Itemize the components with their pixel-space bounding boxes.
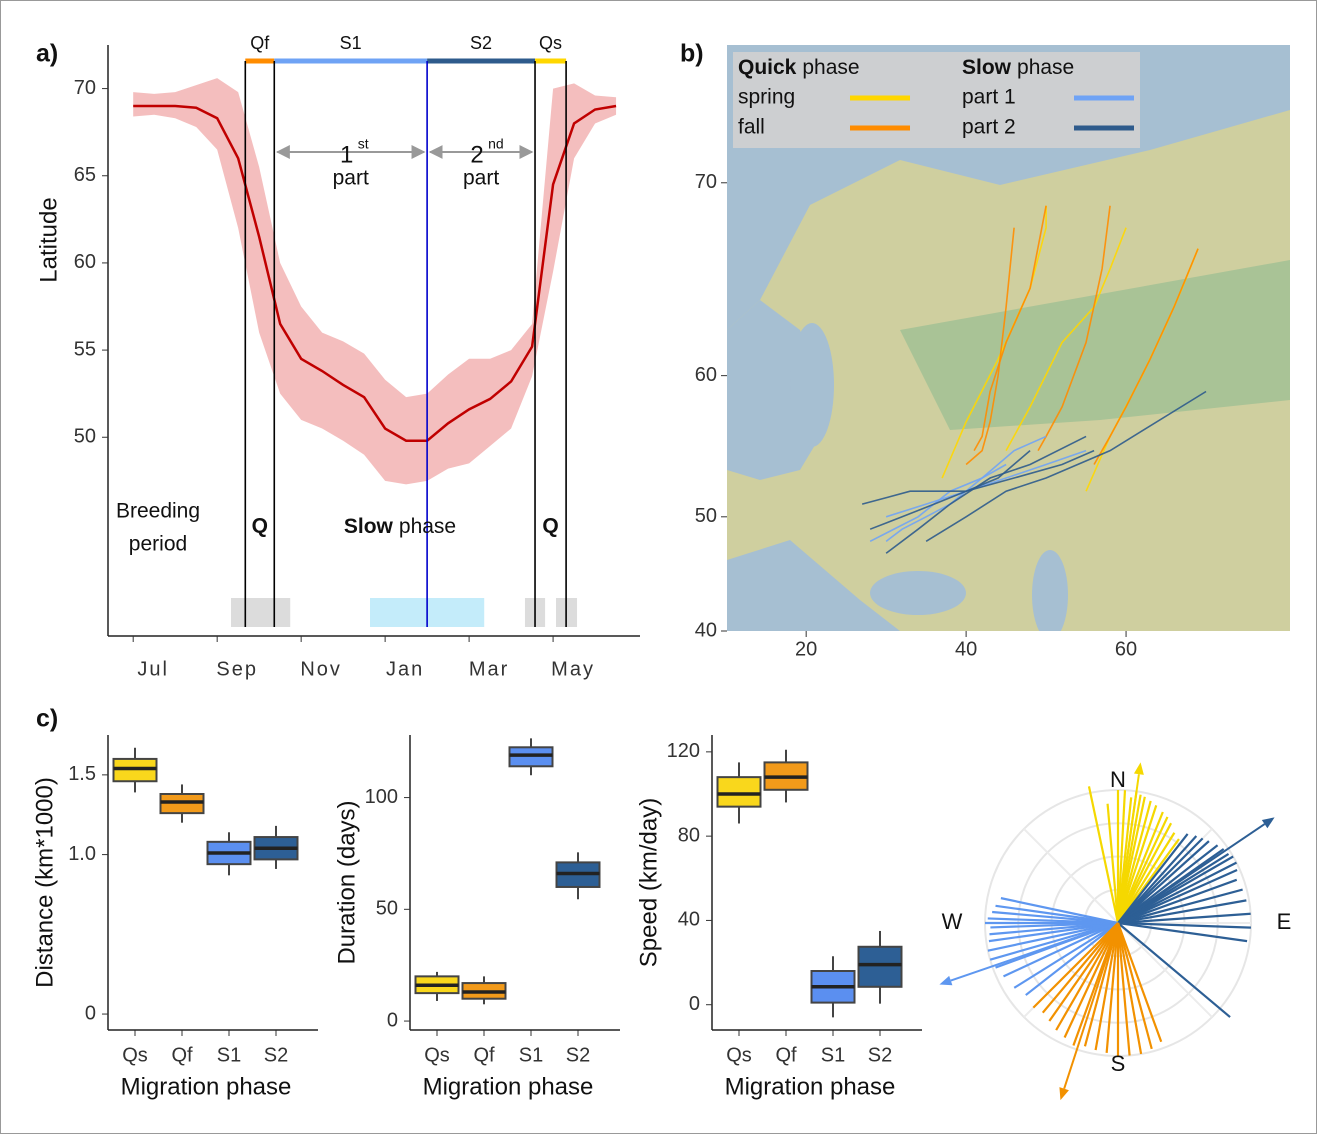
- y-tick-label: 80: [678, 824, 700, 846]
- y-tick-label: 50: [695, 505, 717, 527]
- x-tick-label: S2: [566, 1044, 590, 1066]
- quick-label: Q: [542, 515, 558, 538]
- y-tick-label: 70: [695, 171, 717, 193]
- y-axis-title: Latitude: [35, 197, 62, 282]
- part-number: 1: [340, 141, 353, 168]
- x-tick-label: Qs: [726, 1044, 752, 1066]
- x-tick-label: S1: [217, 1044, 241, 1066]
- sea: [1032, 550, 1068, 640]
- page: QfS1S2Qs1stpart2ndpartBreedingperiodQQSl…: [0, 0, 1317, 1134]
- x-tick-label: Qf: [775, 1044, 797, 1066]
- y-tick-label: 0: [387, 1009, 398, 1031]
- y-tick-label: 120: [667, 740, 700, 762]
- x-tick-label: Qs: [424, 1044, 450, 1066]
- y-tick-label: 0: [85, 1002, 96, 1024]
- panel-label: c): [36, 705, 58, 733]
- x-tick-label: Qs: [122, 1044, 148, 1066]
- x-tick-label: Jan: [386, 658, 424, 680]
- slow-label: Slowphase: [344, 515, 456, 538]
- panel-label: b): [680, 40, 704, 68]
- direction-ray: [1108, 804, 1118, 923]
- slow-bold: Slow: [344, 515, 394, 538]
- legend-title-bold: Quick: [738, 56, 797, 79]
- direction-ray: [1049, 923, 1118, 1021]
- x-tick-label: 40: [955, 638, 977, 660]
- x-tick-label: S1: [821, 1044, 845, 1066]
- slow-rest: phase: [399, 515, 456, 538]
- x-tick-label: Mar: [469, 658, 509, 680]
- part-number: 2: [470, 141, 483, 168]
- y-axis-title: Distance (km*1000): [31, 777, 58, 988]
- compass-label: N: [1110, 767, 1126, 792]
- breeding-label: Breeding: [116, 500, 200, 523]
- x-tick-label: S2: [264, 1044, 288, 1066]
- x-axis-title: Migration phase: [725, 1073, 896, 1100]
- phase-label: S1: [340, 33, 362, 53]
- compass-label: S: [1111, 1051, 1126, 1076]
- box: [859, 947, 902, 987]
- legend-label: spring: [738, 86, 795, 109]
- y-axis-title: Duration (days): [333, 800, 360, 964]
- legend-title-rest: phase: [1017, 56, 1074, 79]
- x-axis-title: Migration phase: [423, 1073, 594, 1100]
- y-tick-label: 40: [695, 619, 717, 641]
- y-tick-label: 1.0: [68, 843, 96, 865]
- box: [718, 777, 761, 807]
- part-suffix: st: [358, 136, 369, 152]
- y-tick-label: 65: [74, 164, 96, 186]
- mean-arrow-head: [1059, 1087, 1069, 1100]
- y-tick-label: 50: [376, 898, 398, 920]
- uncertainty-span: [231, 598, 290, 627]
- direction-ray: [1089, 786, 1118, 923]
- x-tick-label: 20: [795, 638, 817, 660]
- y-tick-label: 40: [678, 909, 700, 931]
- x-tick-label: May: [551, 658, 595, 680]
- y-tick-label: 50: [74, 426, 96, 448]
- compass-label: W: [942, 909, 963, 934]
- figure: QfS1S2Qs1stpart2ndpartBreedingperiodQQSl…: [0, 0, 1317, 1134]
- y-tick-label: 60: [74, 251, 96, 273]
- legend-label: part 1: [962, 86, 1016, 109]
- legend-label: fall: [738, 116, 765, 139]
- panel-label: a): [36, 40, 58, 68]
- phase-label: S2: [470, 33, 492, 53]
- y-tick-label: 70: [74, 77, 96, 99]
- part-word: part: [333, 167, 369, 190]
- legend-title: Slowphase: [962, 56, 1074, 79]
- y-tick-label: 0: [689, 993, 700, 1015]
- x-axis-title: Migration phase: [121, 1073, 292, 1100]
- mean-arrow-head: [939, 976, 952, 985]
- x-tick-label: Nov: [300, 658, 342, 680]
- breeding-label: period: [129, 533, 187, 556]
- x-tick-label: Qf: [473, 1044, 495, 1066]
- legend-label: part 2: [962, 116, 1016, 139]
- mean-arrow-head: [1262, 817, 1275, 828]
- quick-label: Q: [252, 515, 268, 538]
- phase-label: Qf: [250, 33, 270, 53]
- sea: [870, 571, 966, 615]
- mean-arrow-head: [1134, 762, 1144, 775]
- legend-title-rest: phase: [802, 56, 859, 79]
- part-suffix: nd: [488, 136, 504, 152]
- compass-label: E: [1277, 909, 1292, 934]
- legend-title-bold: Slow: [962, 56, 1012, 79]
- x-tick-label: S2: [868, 1044, 892, 1066]
- sea: [790, 323, 834, 447]
- part-word: part: [463, 167, 499, 190]
- polar-spoke: [1024, 829, 1118, 923]
- x-tick-label: 60: [1115, 638, 1137, 660]
- y-tick-label: 100: [365, 786, 398, 808]
- y-axis-title: Speed (km/day): [635, 798, 662, 967]
- x-tick-label: Qf: [171, 1044, 193, 1066]
- x-tick-label: S1: [519, 1044, 543, 1066]
- y-tick-label: 1.5: [68, 763, 96, 785]
- x-tick-label: Jul: [137, 658, 169, 680]
- phase-label: Qs: [539, 33, 562, 53]
- x-tick-label: Sep: [216, 658, 258, 680]
- y-tick-label: 55: [74, 338, 96, 360]
- y-tick-label: 60: [695, 364, 717, 386]
